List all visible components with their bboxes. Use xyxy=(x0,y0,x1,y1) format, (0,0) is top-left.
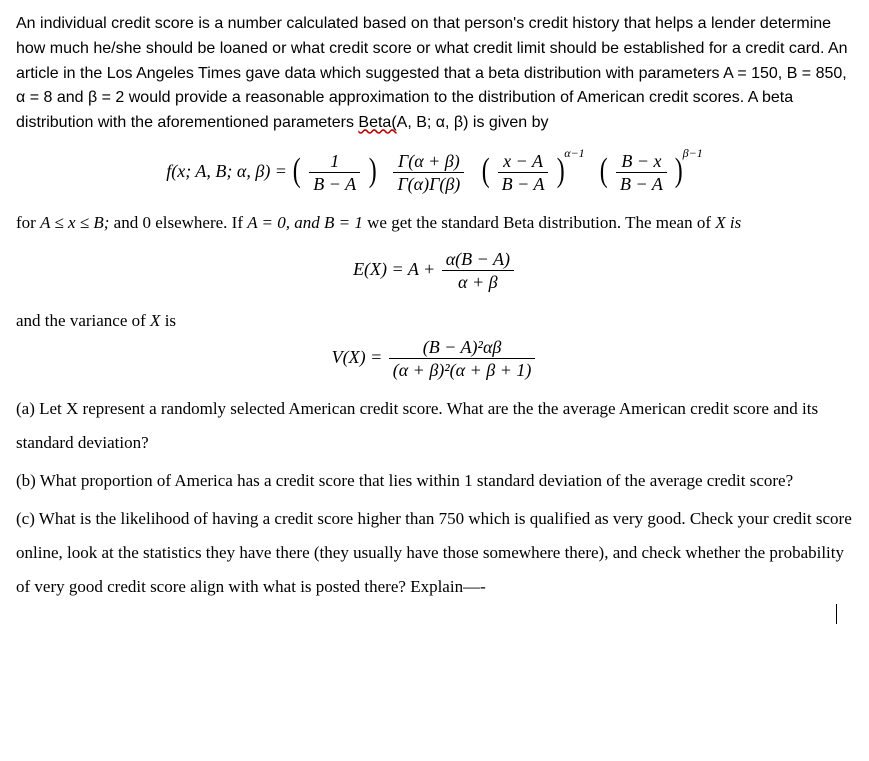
support-pre: for xyxy=(16,213,40,232)
frac1-den: B − A xyxy=(309,173,360,196)
frac-4: B − x B − A xyxy=(616,150,667,196)
var-frac: (B − A)²αβ (α + β)²(α + β + 1) xyxy=(389,336,536,382)
part-c-text: (c) What is the likelihood of having a c… xyxy=(16,509,852,596)
frac-1: 1 B − A xyxy=(309,150,360,196)
exp-4: β−1 xyxy=(683,146,703,160)
mean-formula: E(X) = A + α(B − A) α + β xyxy=(16,248,853,294)
var-label: and the variance of X is xyxy=(16,304,853,338)
var-pre: and the variance of xyxy=(16,311,150,330)
rparen-1: ) xyxy=(368,156,376,187)
lparen-3: ( xyxy=(482,156,490,187)
part-b: (b) What proportion of America has a cre… xyxy=(16,464,853,498)
frac3-den: B − A xyxy=(498,173,549,196)
frac4-num: B − x xyxy=(616,150,667,174)
mean-lhs: E(X) = A + xyxy=(353,259,440,279)
mean-frac: α(B − A) α + β xyxy=(442,248,514,294)
var-den: (α + β)²(α + β + 1) xyxy=(389,359,536,382)
rparen-3: ) xyxy=(557,156,565,187)
var-lhs: V(X) = xyxy=(332,347,387,367)
frac-3: x − A B − A xyxy=(498,150,549,196)
rparen-4: ) xyxy=(675,156,683,187)
var-num: (B − A)²αβ xyxy=(389,336,536,360)
intro-tail: A, B; α, β) is given by xyxy=(397,114,549,131)
frac1-num: 1 xyxy=(309,150,360,174)
support-mid1: and 0 elsewhere. If xyxy=(114,213,248,232)
pdf-formula: f(x; A, B; α, β) = ( 1 B − A ) Γ(α + β) … xyxy=(16,150,853,196)
intro-paragraph: An individual credit score is a number c… xyxy=(16,12,853,136)
frac2-den: Γ(α)Γ(β) xyxy=(393,173,464,196)
lparen-1: ( xyxy=(293,156,301,187)
support-xis: X is xyxy=(715,213,741,232)
frac4-den: B − A xyxy=(616,173,667,196)
part-c: (c) What is the likelihood of having a c… xyxy=(16,502,853,604)
var-x: X xyxy=(150,311,160,330)
intro-wavy: Beta( xyxy=(358,114,396,131)
mean-num: α(B − A) xyxy=(442,248,514,272)
support-mid2: we get the standard Beta distribution. T… xyxy=(367,213,715,232)
frac3-num: x − A xyxy=(498,150,549,174)
exp-3: α−1 xyxy=(564,146,584,160)
part-a: (a) Let X represent a randomly selected … xyxy=(16,392,853,460)
support-cond: A = 0, and B = 1 xyxy=(247,213,363,232)
text-cursor xyxy=(836,604,838,624)
support-range: A ≤ x ≤ B; xyxy=(40,213,109,232)
lparen-4: ( xyxy=(600,156,608,187)
pdf-lhs: f(x; A, B; α, β) = xyxy=(166,161,291,181)
support-line: for A ≤ x ≤ B; and 0 elsewhere. If A = 0… xyxy=(16,206,853,240)
frac2-num: Γ(α + β) xyxy=(393,150,464,174)
frac-2: Γ(α + β) Γ(α)Γ(β) xyxy=(393,150,464,196)
var-post: is xyxy=(160,311,176,330)
var-formula: V(X) = (B − A)²αβ (α + β)²(α + β + 1) xyxy=(16,336,853,382)
mean-den: α + β xyxy=(442,271,514,294)
